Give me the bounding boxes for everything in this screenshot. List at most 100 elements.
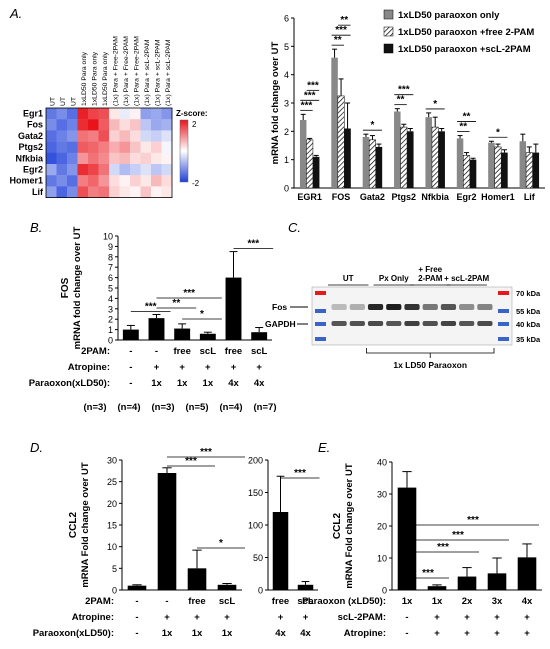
bar (157, 473, 177, 590)
panel-label-c: C. (288, 220, 301, 235)
y-tick-label: 2 (108, 315, 113, 325)
heatmap-cell (161, 186, 173, 198)
bar (187, 568, 207, 590)
significance-label: *** (307, 80, 319, 91)
y-tick-label: 0 (108, 336, 113, 346)
bar (525, 152, 533, 189)
sample-size: (n=4) (220, 402, 243, 413)
condition-value: free (225, 346, 242, 357)
gapdh-band (331, 321, 347, 326)
y-tick-label: 40 (377, 458, 387, 468)
condition-label: Paraoxon (xLD50): (302, 596, 386, 607)
heatmap-cell (56, 130, 68, 142)
heatmap-cell (161, 152, 173, 165)
heatmap-cell (109, 164, 120, 176)
bar (488, 142, 495, 188)
bar (519, 141, 527, 188)
heatmap-cell (140, 164, 152, 176)
condition-value: + (464, 612, 470, 623)
panel-label-b: B. (30, 220, 42, 235)
marker-band-blue (498, 337, 509, 341)
sample-size: (n=4) (118, 402, 141, 413)
significance-label: *** (335, 25, 347, 36)
bar (456, 138, 464, 188)
bar (394, 111, 401, 188)
heatmap-cell (88, 175, 99, 187)
bar (297, 584, 314, 590)
condition-value: - (129, 346, 132, 357)
heatmap-cell (67, 141, 78, 153)
y-tick-label: 2 (284, 127, 289, 137)
heatmap-gene-label: Lif (32, 187, 44, 197)
fos-band (440, 304, 457, 310)
heatmap-cell (151, 152, 162, 165)
y-axis-title: mRNA fold change over UT (270, 41, 281, 164)
heatmap-gene-label: Ptgs2 (18, 142, 43, 152)
condition-value: + (256, 362, 262, 373)
bar (425, 117, 432, 188)
heatmap-cell (119, 141, 131, 153)
significance-label: *** (200, 447, 212, 458)
y-tick-label: 30 (377, 490, 387, 500)
condition-label: 2PAM: (85, 596, 114, 607)
condition-value: - (135, 628, 138, 639)
significance-label: * (496, 127, 500, 138)
y-tick-label: 4 (284, 70, 289, 80)
sample-size: (n=5) (186, 402, 209, 413)
heatmap-cell (130, 152, 141, 165)
heatmap-cell (56, 119, 68, 131)
heatmap-cell (88, 164, 99, 176)
heatmap-cell (130, 119, 141, 131)
y-tick-label: 3 (284, 99, 289, 109)
y-tick-label: 0 (284, 184, 289, 194)
bar (199, 333, 216, 340)
z-score-title: Z-score: (176, 109, 208, 118)
gapdh-band (386, 321, 402, 326)
marker-label: 40 kDa (516, 320, 541, 329)
bar (427, 586, 447, 590)
heatmap-gene-label: Fos (27, 120, 43, 130)
condition-label: Atropine: (68, 362, 110, 373)
fos-band (477, 304, 493, 310)
fos-band (367, 304, 384, 310)
y-tick-label: 25 (107, 477, 117, 487)
condition-value: - (405, 612, 408, 623)
heatmap-cell (140, 141, 152, 153)
legend-swatch (383, 9, 394, 20)
significance-label: *** (304, 90, 316, 101)
legend-label: 1xLD50 paraoxon only (398, 10, 500, 21)
y-tick-label: 20 (107, 499, 117, 509)
heatmap-cell (98, 119, 110, 131)
y-tick-label: 1 (108, 325, 113, 335)
heatmap-cell (46, 186, 57, 198)
significance-label: * (200, 309, 204, 320)
y-axis-title: mRNA Fold change over UT (344, 463, 355, 588)
y-tick-label: 50 (253, 553, 263, 563)
heatmap-cell (130, 130, 141, 142)
y-tick-label: 9 (108, 242, 113, 252)
lane-group-label: 2-PAM (418, 274, 443, 283)
condition-value: 1x (222, 628, 233, 639)
heatmap-cell (46, 108, 57, 120)
heatmap-column-label: UT (49, 97, 56, 106)
marker-label: 70 kDa (516, 289, 541, 298)
bar (501, 152, 508, 188)
bar (400, 126, 408, 189)
heatmap-cell (130, 186, 141, 198)
heatmap-cell (140, 152, 152, 165)
heatmap-cell (119, 164, 131, 176)
x-tick-label: Nfkbia (421, 192, 450, 202)
x-tick-label: Lif (524, 192, 536, 202)
condition-value: + (434, 628, 440, 639)
heatmap-cell (67, 119, 78, 131)
bar (251, 332, 268, 340)
heatmap-cell (151, 130, 162, 142)
marker-band-blue (315, 309, 326, 313)
significance-label: *** (183, 288, 195, 299)
heatmap-cell (56, 186, 68, 198)
heatmap-cell (46, 152, 57, 165)
condition-label: 2PAM: (81, 346, 110, 357)
heatmap-cell (109, 186, 120, 198)
fos-band (459, 304, 475, 310)
